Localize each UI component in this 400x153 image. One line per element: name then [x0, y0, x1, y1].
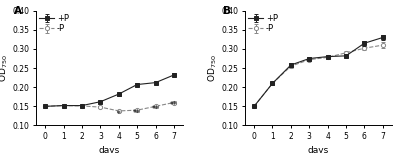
Text: *: *	[117, 110, 121, 119]
Y-axis label: OD$_{750}$: OD$_{750}$	[206, 54, 219, 82]
Legend: +P, -P: +P, -P	[247, 13, 278, 34]
X-axis label: days: days	[99, 146, 120, 153]
Text: **: **	[133, 109, 141, 118]
Text: **: **	[152, 105, 159, 114]
Text: A: A	[14, 6, 22, 16]
Y-axis label: OD$_{750}$: OD$_{750}$	[0, 54, 10, 82]
Text: **: **	[170, 101, 178, 110]
Legend: +P, -P: +P, -P	[38, 13, 70, 34]
X-axis label: days: days	[308, 146, 329, 153]
Text: B: B	[223, 6, 231, 16]
